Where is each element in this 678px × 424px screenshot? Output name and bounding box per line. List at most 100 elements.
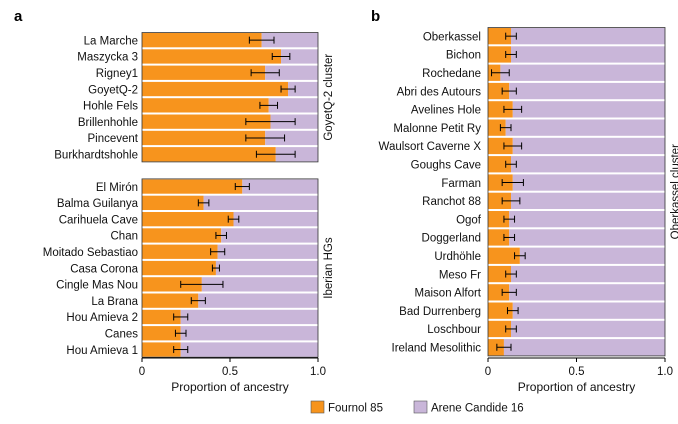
category-label: Pincevent	[87, 133, 138, 145]
bar-arene	[268, 98, 318, 113]
bar-fournol	[142, 309, 181, 325]
bar-arene	[509, 229, 665, 246]
legend-label: Arene Candide 16	[431, 403, 524, 415]
legend-swatch	[413, 400, 428, 414]
category-label: Doggerland	[422, 233, 481, 245]
category-label: GoyetQ-2	[88, 84, 138, 96]
bar-fournol	[142, 244, 218, 259]
bar-arene	[509, 82, 665, 100]
bar-fournol	[488, 192, 512, 209]
group-label: GoyetQ-2 cluster	[323, 54, 335, 141]
bar-arene	[288, 81, 318, 97]
bar-fournol	[488, 229, 510, 246]
bar-arene	[511, 320, 665, 338]
category-label: Bichon	[446, 50, 481, 62]
category-label: Avelines Hole	[411, 105, 481, 117]
bar-fournol	[142, 33, 262, 48]
category-label: Rigney1	[96, 68, 138, 80]
bar-arene	[512, 302, 665, 319]
category-label: Cingle Mas Nou	[56, 280, 138, 292]
bar-fournol	[488, 265, 512, 283]
bar-arene	[265, 130, 318, 146]
panel-label: b	[371, 8, 380, 25]
bar-fournol	[142, 212, 234, 227]
bar-fournol	[142, 293, 199, 308]
bar-arene	[500, 64, 665, 81]
bar-arene	[215, 260, 318, 276]
bar-fournol	[488, 174, 513, 191]
category-label: Canes	[105, 328, 138, 340]
category-label: Balma Guilanya	[57, 198, 139, 210]
x-tick-label: 1.0	[657, 366, 673, 378]
category-label: Rochedane	[422, 68, 481, 80]
bar-fournol	[488, 302, 513, 319]
bar-fournol	[488, 320, 512, 338]
bar-fournol	[488, 137, 513, 155]
x-tick-label: 0.5	[569, 366, 585, 378]
category-label: Oberkassel	[423, 31, 481, 43]
panel-label: a	[14, 8, 23, 25]
bar-fournol	[488, 82, 510, 100]
legend-label: Fournol 85	[328, 403, 383, 415]
category-label: Hohle Fels	[83, 101, 138, 113]
category-label: Burkhardtshohle	[54, 149, 138, 161]
bar-arene	[511, 28, 665, 45]
x-tick-label: 0	[485, 366, 491, 378]
x-tick-label: 0	[139, 366, 145, 378]
bar-fournol	[142, 277, 202, 292]
bar-arene	[275, 147, 318, 162]
bar-fournol	[142, 98, 269, 113]
group-frame	[141, 178, 319, 358]
category-label: Meso Fr	[439, 269, 481, 281]
bar-fournol	[142, 65, 266, 80]
panel-b: b Oberkassel Bichon Rochedane Abri des Autou…	[371, 8, 678, 394]
x-tick-label: 1.0	[310, 366, 326, 378]
bar-arene	[503, 339, 665, 356]
bar-fournol	[488, 156, 512, 173]
bar-arene	[511, 265, 665, 283]
bar-fournol	[142, 195, 204, 210]
category-label: Bad Durrenberg	[399, 306, 481, 318]
bar-arene	[505, 119, 665, 136]
bar-fournol	[488, 339, 504, 356]
bar-arene	[512, 137, 665, 155]
category-label: Moitado Sebastiao	[43, 247, 138, 259]
bar-arene	[512, 174, 665, 191]
bar-arene	[180, 342, 318, 357]
x-axis-title: Proportion of ancestry	[518, 380, 635, 394]
bar-fournol	[142, 81, 289, 97]
bar-fournol	[142, 114, 271, 129]
category-label: Loschbour	[427, 324, 481, 336]
group-label: Oberkassel cluster	[670, 144, 678, 239]
group-label: Iberian HGs	[323, 237, 335, 299]
bar-fournol	[488, 101, 513, 118]
bar-arene	[511, 156, 665, 173]
bar-arene	[203, 195, 318, 210]
category-label: Carihuela Cave	[59, 214, 138, 226]
category-label: Waulsort Caverne X	[379, 141, 482, 153]
category-label: La Brana	[91, 296, 138, 308]
bar-fournol	[488, 119, 506, 136]
category-label: Maison Alfort	[415, 288, 482, 300]
bar-arene	[180, 326, 318, 341]
category-label: Chan	[111, 231, 139, 243]
bar-arene	[242, 179, 318, 194]
bar-arene	[217, 244, 318, 259]
bar-arene	[198, 293, 318, 308]
bar-fournol	[488, 28, 512, 45]
bar-arene	[233, 212, 318, 227]
category-label: Maszycka 3	[77, 52, 138, 64]
category-label: Brillenhohle	[78, 117, 138, 129]
bar-fournol	[488, 211, 510, 228]
category-label: Farman	[441, 178, 481, 190]
category-label: Ireland Mesolithic	[392, 342, 482, 354]
bar-fournol	[142, 49, 282, 64]
x-axis-title: Proportion of ancestry	[171, 380, 288, 394]
bar-fournol	[142, 326, 181, 341]
category-label: La Marche	[84, 35, 138, 47]
group-frame	[487, 27, 666, 357]
category-label: Goughs Cave	[411, 159, 481, 171]
group-frame	[141, 32, 319, 163]
